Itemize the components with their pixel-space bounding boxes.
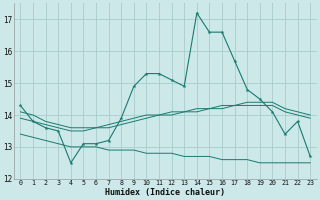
X-axis label: Humidex (Indice chaleur): Humidex (Indice chaleur) [105,188,225,197]
